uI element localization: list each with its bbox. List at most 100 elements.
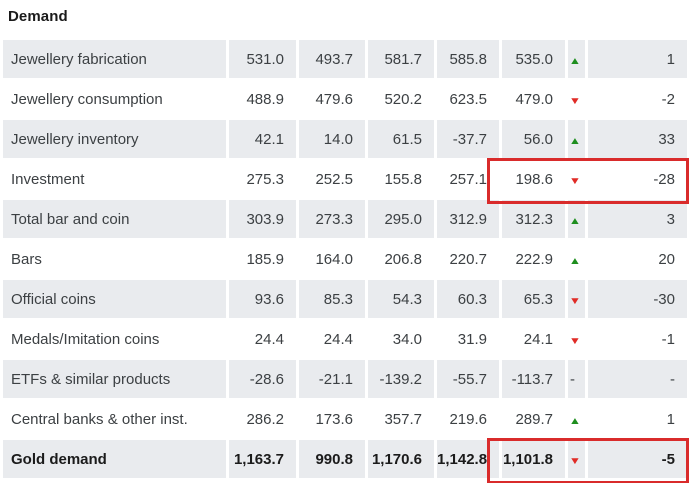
value-cell: 581.7	[368, 40, 434, 78]
change-cell: 20	[588, 240, 687, 278]
value-cell: 273.3	[299, 200, 365, 238]
change-cell: -	[588, 360, 687, 398]
trend-cell: -	[568, 360, 585, 398]
value-cell: 54.3	[368, 280, 434, 318]
trend-cell: ▼	[568, 160, 585, 198]
value-cell: 164.0	[299, 240, 365, 278]
value-cell: 1,163.7	[229, 440, 296, 478]
value-cell: 219.6	[437, 400, 499, 438]
value-cell: -28.6	[229, 360, 296, 398]
value-cell: 289.7	[502, 400, 565, 438]
value-cell: 535.0	[502, 40, 565, 78]
value-cell: 275.3	[229, 160, 296, 198]
change-cell: 1	[588, 400, 687, 438]
trend-down-icon: ▼	[568, 295, 582, 307]
value-cell: -37.7	[437, 120, 499, 158]
value-cell: 295.0	[368, 200, 434, 238]
row-label: Bars	[3, 240, 226, 278]
value-cell: 24.4	[229, 320, 296, 358]
value-cell: 65.3	[502, 280, 565, 318]
value-cell: 93.6	[229, 280, 296, 318]
row-label: Official coins	[3, 280, 226, 318]
page-title: Demand	[8, 8, 68, 25]
trend-up-icon: ▲	[568, 135, 582, 147]
row-label: Gold demand	[3, 440, 226, 478]
row-label: ETFs & similar products	[3, 360, 226, 398]
row-label: Total bar and coin	[3, 200, 226, 238]
table-row: Jewellery fabrication 531.0 493.7 581.7 585.…	[3, 40, 687, 78]
demand-table: Jewellery fabrication 531.0 493.7 581.7 585.…	[0, 38, 690, 480]
trend-cell: ▼	[568, 280, 585, 318]
value-cell: 479.0	[502, 80, 565, 118]
value-cell: -21.1	[299, 360, 365, 398]
trend-down-icon: ▼	[568, 95, 582, 107]
table-row: Medals/Imitation coins 24.4 24.4 34.0 31.9 24…	[3, 320, 687, 358]
value-cell: 257.1	[437, 160, 499, 198]
value-cell: 585.8	[437, 40, 499, 78]
trend-cell: ▲	[568, 200, 585, 238]
value-cell: 303.9	[229, 200, 296, 238]
demand-table-body: Jewellery fabrication 531.0 493.7 581.7 585.…	[3, 40, 687, 478]
table-row: Jewellery consumption 488.9 479.6 520.2 623.…	[3, 80, 687, 118]
value-cell: 34.0	[368, 320, 434, 358]
value-cell: 493.7	[299, 40, 365, 78]
change-cell: -1	[588, 320, 687, 358]
value-cell: 1,142.8	[437, 440, 499, 478]
change-cell: -2	[588, 80, 687, 118]
trend-up-icon: ▲	[568, 415, 582, 427]
row-label: Jewellery fabrication	[3, 40, 226, 78]
trend-up-icon: ▲	[568, 215, 582, 227]
trend-cell: ▼	[568, 320, 585, 358]
change-cell: 33	[588, 120, 687, 158]
value-cell: 24.1	[502, 320, 565, 358]
value-cell: 31.9	[437, 320, 499, 358]
value-cell: 222.9	[502, 240, 565, 278]
trend-down-icon: ▼	[568, 335, 582, 347]
table-row: Official coins 93.6 85.3 54.3 60.3 65.3 ▼ -30	[3, 280, 687, 318]
value-cell: 488.9	[229, 80, 296, 118]
table-row: Gold demand 1,163.7 990.8 1,170.6 1,142.8 1,1…	[3, 440, 687, 478]
table-row: Bars 185.9 164.0 206.8 220.7 222.9 ▲ 20	[3, 240, 687, 278]
trend-cell: ▲	[568, 120, 585, 158]
row-label: Central banks & other inst.	[3, 400, 226, 438]
value-cell: 531.0	[229, 40, 296, 78]
value-cell: 60.3	[437, 280, 499, 318]
trend-down-icon: ▼	[568, 455, 582, 467]
trend-cell: ▲	[568, 240, 585, 278]
change-cell: -5	[588, 440, 687, 478]
change-cell: -30	[588, 280, 687, 318]
value-cell: 42.1	[229, 120, 296, 158]
trend-down-icon: ▼	[568, 175, 582, 187]
value-cell: 520.2	[368, 80, 434, 118]
table-row: Jewellery inventory 42.1 14.0 61.5 -37.7 56.0…	[3, 120, 687, 158]
value-cell: 479.6	[299, 80, 365, 118]
value-cell: 220.7	[437, 240, 499, 278]
value-cell: 1,170.6	[368, 440, 434, 478]
value-cell: 198.6	[502, 160, 565, 198]
value-cell: 185.9	[229, 240, 296, 278]
value-cell: 56.0	[502, 120, 565, 158]
change-cell: 1	[588, 40, 687, 78]
row-label: Investment	[3, 160, 226, 198]
value-cell: -113.7	[502, 360, 565, 398]
value-cell: -55.7	[437, 360, 499, 398]
trend-cell: ▲	[568, 40, 585, 78]
value-cell: 252.5	[299, 160, 365, 198]
trend-up-icon: ▲	[568, 55, 582, 67]
row-label: Jewellery inventory	[3, 120, 226, 158]
value-cell: 357.7	[368, 400, 434, 438]
value-cell: 286.2	[229, 400, 296, 438]
value-cell: 155.8	[368, 160, 434, 198]
table-row: Central banks & other inst. 286.2 173.6 357…	[3, 400, 687, 438]
table-row: ETFs & similar products -28.6 -21.1 -139.2-…	[3, 360, 687, 398]
trend-cell: ▼	[568, 440, 585, 478]
trend-cell: ▼	[568, 80, 585, 118]
value-cell: -139.2	[368, 360, 434, 398]
value-cell: 173.6	[299, 400, 365, 438]
value-cell: 312.3	[502, 200, 565, 238]
trend-up-icon: ▲	[568, 255, 582, 267]
value-cell: 206.8	[368, 240, 434, 278]
value-cell: 990.8	[299, 440, 365, 478]
value-cell: 61.5	[368, 120, 434, 158]
